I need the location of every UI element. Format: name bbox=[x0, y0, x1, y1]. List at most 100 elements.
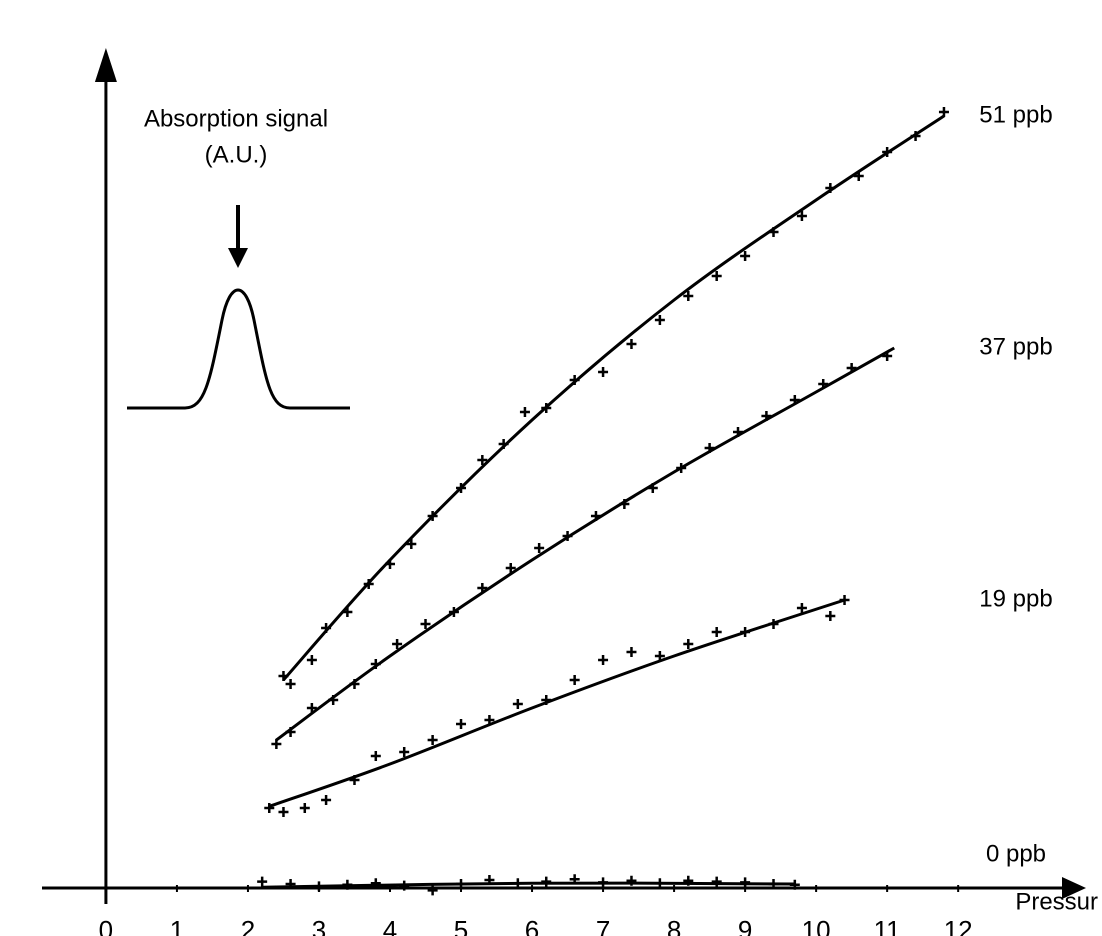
data-point bbox=[654, 878, 665, 889]
data-point bbox=[676, 463, 687, 473]
y-axis-label: Absorption signal bbox=[144, 105, 328, 132]
data-point bbox=[484, 715, 495, 725]
x-tick-label: 2 bbox=[241, 915, 255, 936]
data-point bbox=[512, 699, 523, 709]
data-point bbox=[427, 511, 438, 521]
data-point bbox=[370, 659, 381, 669]
data-point bbox=[619, 499, 630, 509]
series-label: 19 ppb bbox=[979, 585, 1052, 612]
data-point bbox=[285, 727, 296, 737]
data-point bbox=[456, 719, 467, 729]
y-axis-arrow bbox=[94, 48, 117, 82]
data-point bbox=[321, 623, 332, 633]
data-point bbox=[711, 271, 722, 281]
data-point bbox=[562, 531, 573, 541]
data-point bbox=[278, 671, 289, 681]
x-tick-label: 0 bbox=[99, 915, 113, 936]
data-point bbox=[420, 619, 431, 629]
data-point bbox=[910, 131, 921, 141]
x-tick-label: 8 bbox=[667, 915, 681, 936]
data-point bbox=[370, 878, 381, 889]
x-tick-label: 6 bbox=[525, 915, 539, 936]
data-point bbox=[789, 879, 800, 890]
data-point bbox=[484, 875, 495, 885]
fit-line bbox=[275, 346, 895, 742]
data-point bbox=[363, 579, 374, 589]
data-point bbox=[654, 651, 665, 661]
data-point bbox=[342, 879, 353, 890]
x-tick-label: 3 bbox=[312, 915, 326, 936]
data-point bbox=[498, 439, 509, 449]
data-point bbox=[477, 455, 488, 465]
data-point bbox=[271, 739, 282, 749]
data-point bbox=[541, 695, 552, 705]
data-point bbox=[399, 747, 410, 757]
data-point bbox=[519, 407, 530, 417]
data-point bbox=[683, 639, 694, 649]
data-point bbox=[818, 379, 829, 389]
y-axis-label: (A.U.) bbox=[205, 141, 268, 168]
data-point bbox=[598, 655, 609, 665]
data-point bbox=[711, 627, 722, 637]
data-point bbox=[839, 595, 850, 605]
x-tick-label: 12 bbox=[944, 915, 973, 936]
data-point bbox=[456, 879, 467, 889]
data-point bbox=[704, 443, 715, 453]
data-point bbox=[711, 876, 722, 887]
data-point bbox=[683, 875, 694, 886]
x-tick-label: 4 bbox=[383, 915, 397, 936]
series-label: 0 ppb bbox=[986, 840, 1046, 867]
fit-line bbox=[282, 114, 945, 681]
data-point bbox=[598, 367, 609, 377]
data-point bbox=[505, 563, 516, 573]
data-point bbox=[406, 539, 417, 549]
x-tick-label: 5 bbox=[454, 915, 468, 936]
data-point bbox=[626, 647, 637, 657]
data-point bbox=[257, 876, 268, 887]
data-point bbox=[846, 363, 857, 373]
data-point bbox=[825, 611, 836, 621]
data-point bbox=[796, 603, 807, 613]
data-point bbox=[385, 559, 395, 569]
data-point bbox=[285, 879, 296, 889]
x-tick-label: 1 bbox=[170, 915, 184, 936]
data-point bbox=[477, 583, 488, 593]
data-point bbox=[541, 403, 552, 413]
x-tick-label: 10 bbox=[802, 915, 831, 936]
data-point bbox=[541, 876, 552, 887]
data-point bbox=[733, 427, 743, 437]
x-tick-label: 9 bbox=[738, 915, 752, 936]
data-point bbox=[569, 375, 580, 385]
data-point bbox=[264, 803, 275, 813]
data-point bbox=[534, 543, 545, 553]
data-point bbox=[427, 735, 438, 745]
data-point bbox=[740, 627, 751, 637]
data-point bbox=[590, 511, 601, 521]
data-point bbox=[796, 211, 807, 221]
data-point bbox=[370, 751, 381, 761]
data-point bbox=[768, 227, 779, 237]
data-point bbox=[740, 251, 751, 261]
data-point bbox=[626, 875, 637, 886]
data-point bbox=[853, 171, 864, 181]
series-label: 37 ppb bbox=[979, 333, 1052, 360]
data-point bbox=[306, 703, 317, 713]
data-point bbox=[328, 695, 339, 705]
x-axis-arrow bbox=[1062, 877, 1086, 899]
data-point bbox=[768, 879, 779, 889]
data-point bbox=[342, 607, 353, 617]
x-tick-label: 11 bbox=[874, 915, 901, 936]
data-point bbox=[882, 147, 893, 157]
data-point bbox=[285, 679, 296, 689]
data-point bbox=[740, 877, 751, 888]
data-point bbox=[761, 411, 772, 421]
data-point bbox=[512, 878, 523, 889]
data-point bbox=[683, 291, 694, 301]
inset-peak bbox=[127, 205, 350, 410]
data-point bbox=[789, 395, 800, 405]
data-point bbox=[448, 607, 459, 617]
data-point bbox=[825, 183, 836, 193]
data-point bbox=[321, 795, 332, 805]
data-point bbox=[278, 807, 289, 817]
